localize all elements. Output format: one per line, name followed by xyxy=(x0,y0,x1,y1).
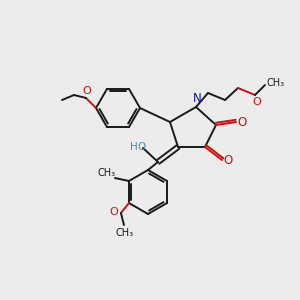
Text: O: O xyxy=(237,116,247,128)
Text: H: H xyxy=(130,142,138,152)
Text: O: O xyxy=(138,142,146,152)
Text: O: O xyxy=(253,97,261,107)
Text: CH₃: CH₃ xyxy=(98,168,116,178)
Text: CH₃: CH₃ xyxy=(267,78,285,88)
Text: O: O xyxy=(82,86,91,96)
Text: N: N xyxy=(193,92,201,106)
Text: O: O xyxy=(224,154,232,166)
Text: CH₃: CH₃ xyxy=(116,228,134,238)
Text: O: O xyxy=(110,207,118,217)
